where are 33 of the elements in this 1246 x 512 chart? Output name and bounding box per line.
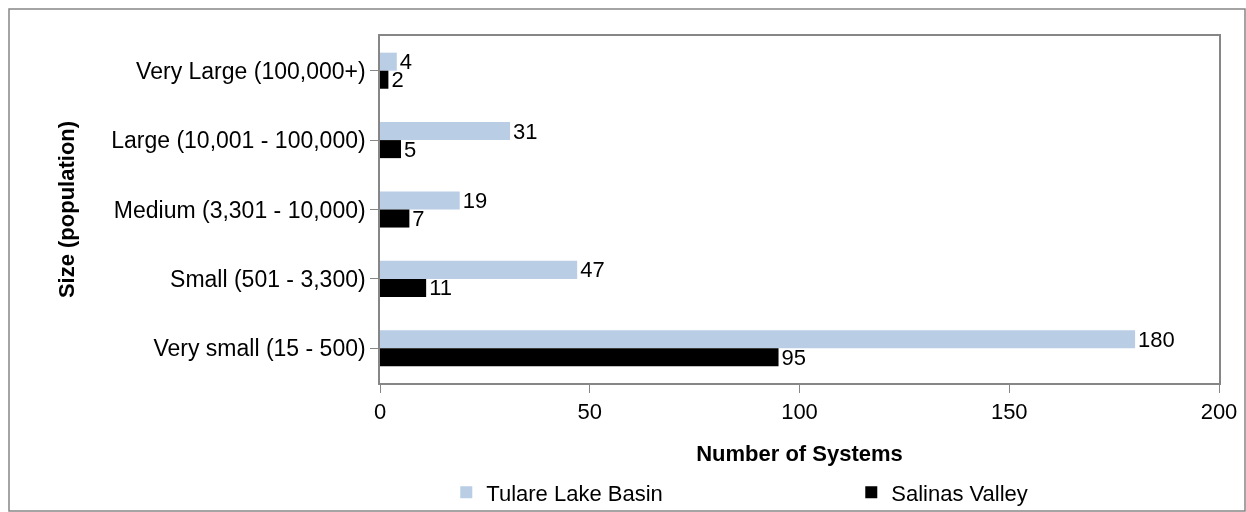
- data-label: 95: [781, 344, 807, 370]
- bar: [380, 140, 401, 159]
- bar: [380, 348, 779, 367]
- y-tick-label: Very Large (100,000+): [136, 57, 366, 84]
- x-tick-label: 100: [781, 399, 818, 425]
- data-label: 11: [429, 275, 452, 301]
- legend-label: Salinas Valley: [891, 480, 1028, 506]
- y-tick-label: Medium (3,301 - 10,000): [113, 196, 366, 223]
- data-label: 7: [412, 206, 425, 232]
- bar: [380, 330, 1136, 349]
- legend-label: Tulare Lake Basin: [486, 480, 663, 506]
- data-label: 2: [391, 67, 404, 93]
- x-tick-label: 0: [373, 399, 387, 425]
- data-label: 180: [1138, 326, 1175, 352]
- data-label: 5: [403, 136, 417, 162]
- bar: [380, 209, 410, 228]
- bar: [380, 70, 389, 89]
- y-axis-title: Size (population): [54, 120, 80, 299]
- y-tick-label: Very small (15 - 500): [153, 335, 366, 362]
- bar: [380, 52, 397, 71]
- x-tick-label: 50: [577, 399, 602, 425]
- y-tick-label: Small (501 - 3,300): [170, 265, 366, 292]
- bar: [380, 191, 460, 210]
- data-label: 47: [580, 257, 605, 283]
- bar: [380, 122, 511, 141]
- data-label: 31: [513, 118, 538, 144]
- y-tick-label: Large (10,001 - 100,000): [111, 127, 366, 154]
- bar: [380, 260, 578, 279]
- x-axis-title: Number of Systems: [696, 440, 903, 466]
- data-label: 19: [462, 187, 488, 213]
- x-tick-label: 200: [1200, 399, 1238, 425]
- x-tick-label: 150: [990, 399, 1028, 425]
- bar: [380, 278, 427, 297]
